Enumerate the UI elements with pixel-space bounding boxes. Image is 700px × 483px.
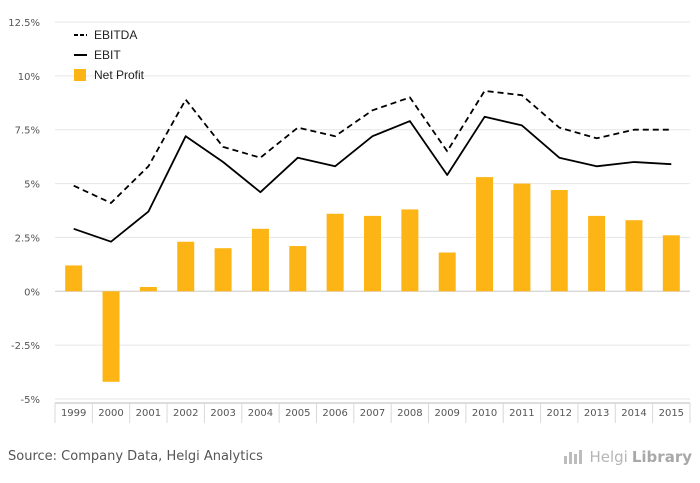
source-note: Source: Company Data, Helgi Analytics <box>8 449 263 464</box>
net-profit-bar <box>513 183 531 292</box>
y-tick-label: 2.5% <box>15 233 40 244</box>
legend-label: EBITDA <box>94 28 137 42</box>
net-profit-bar <box>251 228 269 292</box>
net-profit-bar <box>214 248 232 292</box>
net-profit-bar <box>625 220 643 292</box>
legend-swatch-net-profit <box>74 69 86 81</box>
x-tick-label: 2002 <box>173 408 198 419</box>
x-tick-label: 2009 <box>434 408 459 419</box>
x-tick-label: 2004 <box>248 408 273 419</box>
brand-name-light: Helgi <box>589 448 628 466</box>
y-tick-label: -2.5% <box>11 341 40 352</box>
legend-label: EBIT <box>94 48 121 62</box>
y-tick-label: 10% <box>18 72 40 83</box>
ebitda-line <box>73 90 672 204</box>
net-profit-bar <box>438 252 456 292</box>
net-profit-bar <box>588 215 606 292</box>
legend: EBITDA EBIT Net Profit <box>74 28 145 82</box>
y-tick-label: 0% <box>24 287 40 298</box>
helgi-library-icon <box>564 450 583 464</box>
y-tick-label: 5% <box>24 180 40 191</box>
brand-logo: Helgi Library <box>563 448 692 466</box>
x-tick-label: 2010 <box>472 408 497 419</box>
x-tick-label: 2014 <box>621 408 646 419</box>
net-profit-bar <box>550 190 568 292</box>
net-profit-bar <box>177 241 195 292</box>
net-profit-bar <box>401 209 419 292</box>
x-tick-label: 2015 <box>659 408 684 419</box>
chart: 12.5% 10% 7.5% 5% 2.5% 0% -2.5% -5% 1999 2000 200… <box>8 18 691 423</box>
net-profit-bar <box>662 235 680 292</box>
x-tick-label: 1999 <box>61 408 86 419</box>
net-profit-bar <box>102 291 120 382</box>
y-axis-ticks: 12.5% 10% 7.5% 5% 2.5% 0% -2.5% -5% <box>8 18 40 406</box>
x-tick-label: 2012 <box>547 408 572 419</box>
x-tick-label: 2003 <box>210 408 235 419</box>
legend-label: Net Profit <box>94 68 145 82</box>
series-lines <box>73 90 672 243</box>
y-tick-label: -5% <box>21 395 40 406</box>
x-tick-label: 2011 <box>509 408 534 419</box>
x-axis: 1999 2000 2001 2002 2003 2004 2005 2006 2007 2008… <box>54 402 691 423</box>
net-profit-bar <box>65 265 83 292</box>
y-tick-label: 7.5% <box>15 126 40 137</box>
x-tick-label: 2005 <box>285 408 310 419</box>
net-profit-bars <box>65 177 680 382</box>
net-profit-bar <box>364 215 381 292</box>
net-profit-bar <box>139 286 157 292</box>
x-tick-label: 2008 <box>397 408 422 419</box>
net-profit-bar <box>476 177 494 292</box>
grid-lines <box>55 21 690 400</box>
net-profit-bar <box>289 246 307 292</box>
x-tick-label: 2001 <box>136 408 161 419</box>
y-tick-label: 12.5% <box>8 18 40 29</box>
x-tick-label: 2013 <box>584 408 609 419</box>
net-profit-bar <box>326 213 344 292</box>
ebit-line <box>73 115 672 243</box>
brand-name-bold: Library <box>631 448 692 466</box>
x-tick-label: 2006 <box>322 408 347 419</box>
x-tick-label: 2007 <box>360 408 385 419</box>
x-tick-label: 2000 <box>98 408 123 419</box>
